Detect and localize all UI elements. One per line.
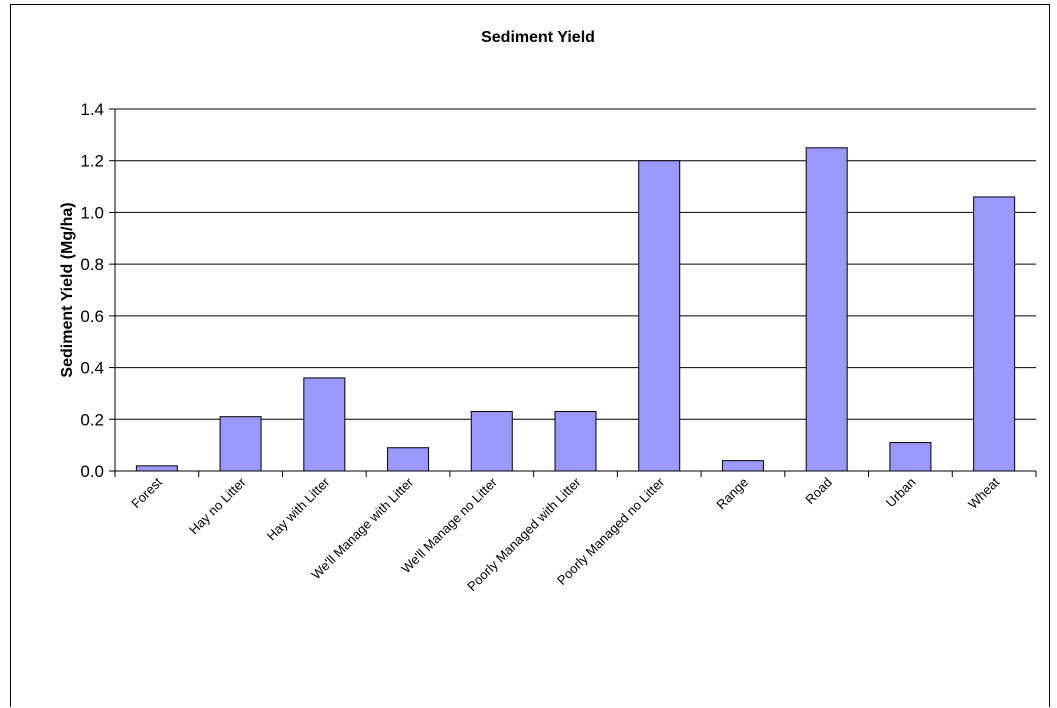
bar: [219, 416, 262, 472]
x-tick-label: Hay with Litter: [264, 474, 333, 543]
bar: [135, 465, 178, 472]
x-tick-label: Hay no Litter: [186, 474, 249, 537]
y-tick-label: 0.6: [80, 307, 104, 326]
bar: [721, 460, 764, 472]
bar: [387, 447, 430, 472]
y-tick-label: 0.2: [80, 410, 104, 429]
x-tick-label: Urban: [883, 475, 919, 511]
x-tick-label: Range: [713, 475, 751, 513]
chart-title: Sediment Yield: [481, 29, 595, 46]
y-tick-label: 1.2: [80, 152, 104, 171]
gridlines: [115, 108, 1036, 420]
bar: [805, 147, 848, 472]
bar: [973, 196, 1016, 472]
chart-frame: [10, 4, 1050, 707]
y-axis-label: Sediment Yield (Mg/ha): [59, 202, 76, 377]
y-tick-label: 1.4: [80, 100, 104, 119]
x-tick-label: Road: [802, 475, 835, 508]
bar: [554, 411, 597, 472]
x-tick-label: We'll Manage no Litter: [398, 474, 500, 576]
bar: [638, 160, 681, 472]
x-tick-labels: Forest Hay no Litter Hay with Litter We'll …: [128, 474, 1002, 594]
bar: [470, 411, 513, 472]
x-tick-label: Wheat: [965, 474, 1002, 511]
bar: [889, 442, 932, 472]
y-tick-label: 0.4: [80, 359, 104, 378]
y-tick-label: 1.0: [80, 203, 104, 222]
y-tick-labels: 0.0 0.2 0.4 0.6 0.8 1.0 1.2 1.4: [80, 100, 104, 481]
y-tick-label: 0.0: [80, 462, 104, 481]
bar: [303, 377, 346, 472]
axes: [109, 108, 1037, 477]
x-tick-label: Forest: [128, 474, 165, 511]
y-tick-label: 0.8: [80, 255, 104, 274]
bars: [135, 147, 1016, 472]
